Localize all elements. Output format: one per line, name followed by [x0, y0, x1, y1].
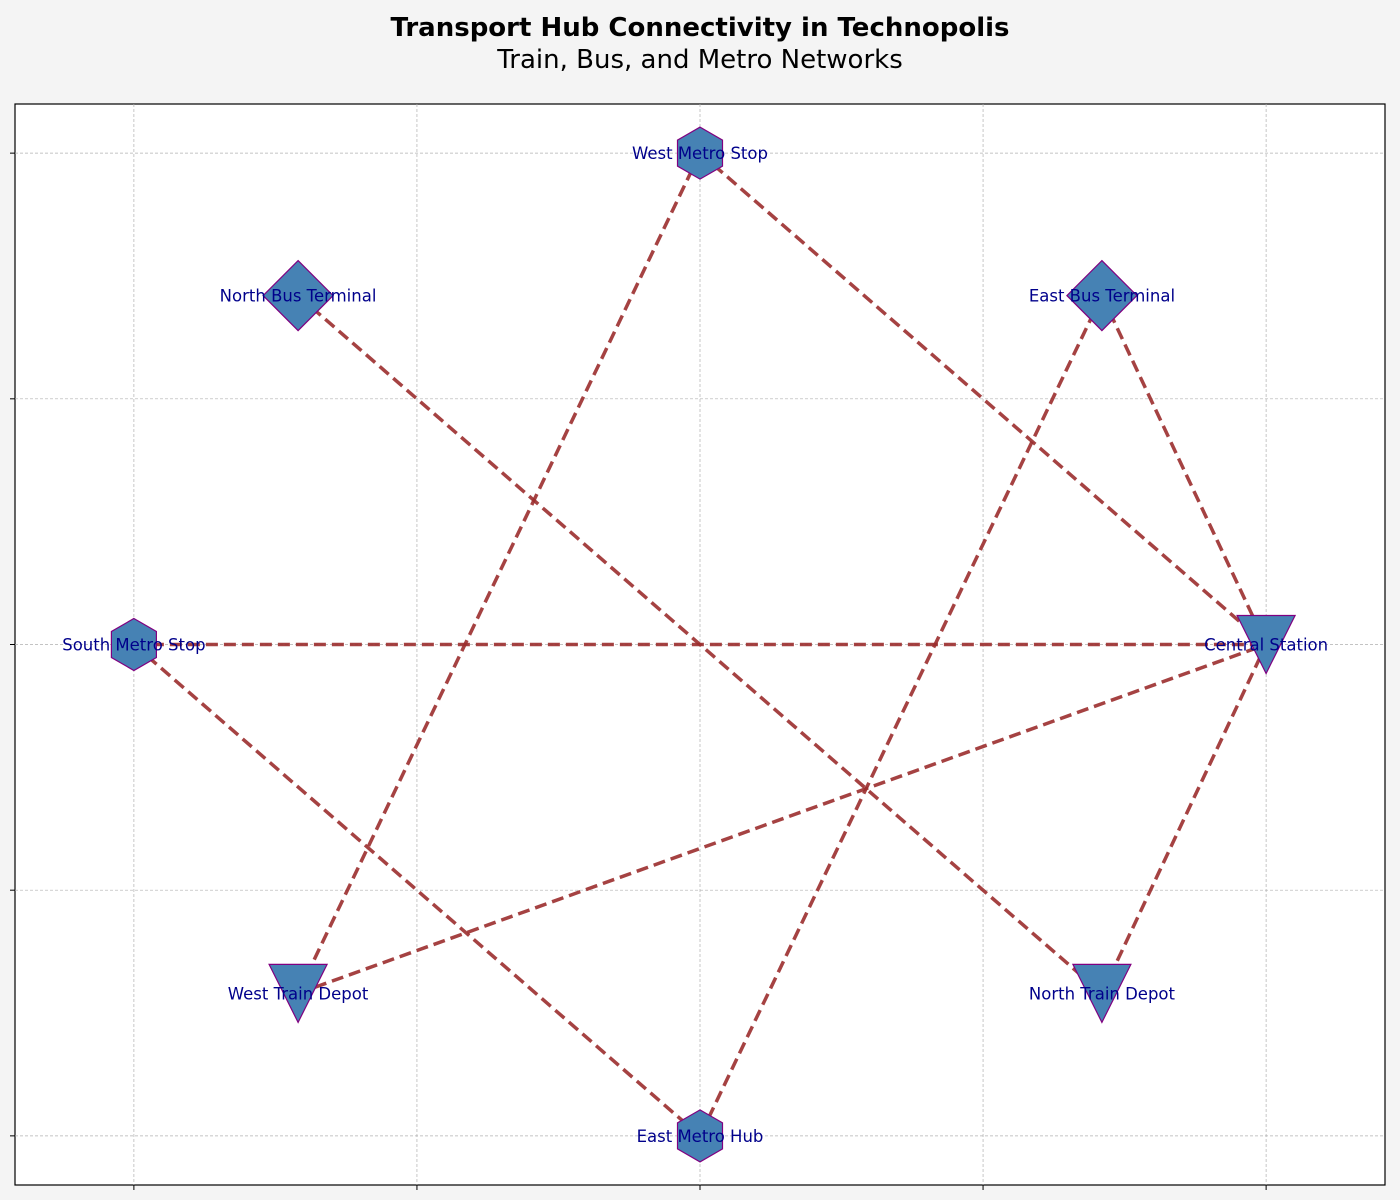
node-north-train-depot	[1071, 963, 1132, 1024]
node-central-station	[1236, 614, 1297, 675]
edge-north-bus-terminal-to-north-train-depot	[296, 294, 1104, 995]
node-label-central-station: Central Station	[1204, 636, 1328, 655]
node-east-metro-hub	[676, 1109, 724, 1163]
edge-east-bus-terminal-to-central-station	[1100, 294, 1268, 646]
chart-subtitle: Train, Bus, and Metro Networks	[497, 45, 903, 75]
node-south-metro-stop	[110, 617, 157, 672]
node-label-west-metro-stop: West Metro Stop	[632, 144, 768, 163]
edge-west-metro-stop-to-west-train-depot	[296, 152, 702, 995]
edge-north-train-depot-to-central-station	[1100, 643, 1268, 995]
node-labels: Central Station East Bus Terminal West Met…	[62, 144, 1328, 1146]
node-label-north-bus-terminal: North Bus Terminal	[220, 287, 377, 306]
node-label-north-train-depot: North Train Depot	[1029, 984, 1176, 1003]
node-west-metro-stop	[676, 126, 724, 180]
node-label-west-train-depot: West Train Depot	[228, 984, 369, 1003]
node-label-east-metro-hub: East Metro Hub	[637, 1127, 764, 1146]
nodes	[110, 126, 1297, 1163]
chart-title: Transport Hub Connectivity in Technopoli…	[390, 13, 1010, 43]
node-east-bus-terminal	[1066, 259, 1138, 332]
node-label-south-metro-stop: South Metro Stop	[62, 636, 205, 655]
node-north-bus-terminal	[262, 259, 334, 332]
edge-west-train-depot-to-central-station	[297, 642, 1267, 996]
node-label-east-bus-terminal: East Bus Terminal	[1029, 287, 1175, 306]
edge-east-bus-terminal-to-east-metro-hub	[698, 294, 1104, 1137]
node-west-train-depot	[268, 963, 329, 1024]
edges	[132, 151, 1268, 1138]
